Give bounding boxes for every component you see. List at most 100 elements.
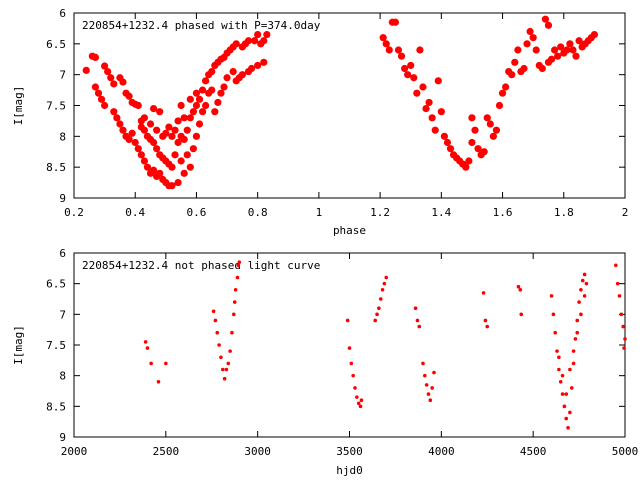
y-tick-label: 8 xyxy=(59,370,66,383)
data-point xyxy=(220,83,228,91)
data-point xyxy=(568,367,572,372)
data-point xyxy=(110,108,118,116)
x-tick-label: 3000 xyxy=(244,445,271,458)
chart-title: 220854+1232.4 not phased light curve xyxy=(82,259,320,272)
data-point xyxy=(384,275,389,280)
data-point xyxy=(428,398,433,403)
data-point xyxy=(554,52,562,60)
data-point xyxy=(382,40,390,48)
data-point xyxy=(440,132,448,140)
y-tick-label: 8.5 xyxy=(46,400,66,413)
data-point xyxy=(156,380,161,384)
data-point xyxy=(514,46,522,54)
data-point xyxy=(351,373,355,378)
data-point xyxy=(582,294,587,298)
data-point xyxy=(107,74,115,82)
data-point xyxy=(137,151,145,159)
x-axis-label: hjd0 xyxy=(336,464,363,477)
data-point xyxy=(519,312,524,317)
data-point xyxy=(529,34,537,42)
data-point xyxy=(235,275,240,280)
data-point xyxy=(202,101,210,110)
data-point xyxy=(236,263,241,268)
data-point xyxy=(584,281,589,286)
data-point xyxy=(425,98,433,107)
data-point xyxy=(183,151,191,159)
data-point xyxy=(549,294,554,298)
data-point xyxy=(168,182,176,190)
data-point xyxy=(140,126,149,134)
data-point xyxy=(226,361,231,366)
y-tick-label: 7 xyxy=(59,308,66,321)
y-tick-label: 7.5 xyxy=(46,339,66,352)
data-point xyxy=(263,30,271,39)
data-point xyxy=(97,95,106,103)
data-point xyxy=(189,145,197,153)
data-point xyxy=(480,148,488,156)
data-point xyxy=(421,361,425,366)
data-point xyxy=(174,117,182,125)
data-point xyxy=(544,21,553,29)
data-point xyxy=(437,108,445,116)
data-point xyxy=(557,367,561,372)
data-point xyxy=(228,349,232,353)
y-tick-label: 7 xyxy=(59,69,66,82)
data-point xyxy=(575,37,583,45)
data-point xyxy=(373,318,378,323)
data-point xyxy=(91,53,100,62)
x-tick-label: 1.2 xyxy=(370,206,390,219)
y-tick-label: 6 xyxy=(59,7,66,20)
y-tick-label: 7.5 xyxy=(46,100,66,113)
data-point xyxy=(254,61,262,70)
data-point xyxy=(214,98,222,107)
data-point xyxy=(186,114,194,122)
data-point xyxy=(345,318,350,323)
data-point xyxy=(431,126,439,134)
x-tick-label: 1 xyxy=(316,206,323,219)
data-point xyxy=(410,74,418,82)
chart-title: 220854+1232.4 phased with P=374.0day xyxy=(82,19,321,32)
data-point xyxy=(575,318,580,323)
data-point xyxy=(569,386,574,390)
data-point xyxy=(251,37,259,45)
data-point xyxy=(378,297,383,301)
data-point xyxy=(551,312,556,317)
data-point xyxy=(254,30,262,39)
data-point xyxy=(532,46,540,54)
data-point xyxy=(149,104,158,113)
data-point xyxy=(223,74,231,82)
data-point xyxy=(116,120,124,128)
data-point xyxy=(156,169,164,177)
data-point xyxy=(430,386,434,390)
data-point xyxy=(434,77,442,85)
data-point xyxy=(260,58,268,66)
data-point xyxy=(232,300,237,304)
data-point xyxy=(474,145,482,153)
data-point xyxy=(195,120,204,128)
data-point xyxy=(582,272,587,277)
data-point xyxy=(353,386,357,390)
data-point xyxy=(380,288,385,292)
data-point xyxy=(502,83,510,91)
y-tick-label: 8.5 xyxy=(46,161,66,174)
chart-panel-2: 2000 2500 3000 3500 4000 4500 5000 6 6.5 7 7.5 8 8.5… xyxy=(12,247,638,477)
data-point xyxy=(208,67,216,76)
data-point xyxy=(156,108,164,116)
data-point xyxy=(177,157,185,165)
x-tick-label: 2000 xyxy=(61,445,88,458)
data-point xyxy=(94,89,103,97)
data-point xyxy=(177,101,185,110)
data-point xyxy=(571,349,576,353)
data-point xyxy=(164,361,168,366)
data-point xyxy=(413,306,418,311)
data-point xyxy=(622,346,626,350)
data-point xyxy=(153,126,161,134)
y-tick-label: 9 xyxy=(59,431,66,444)
data-point xyxy=(174,178,182,187)
data-point xyxy=(492,126,501,134)
data-point xyxy=(566,40,574,48)
data-point xyxy=(486,120,494,128)
data-point xyxy=(104,67,112,76)
data-point xyxy=(215,330,220,335)
